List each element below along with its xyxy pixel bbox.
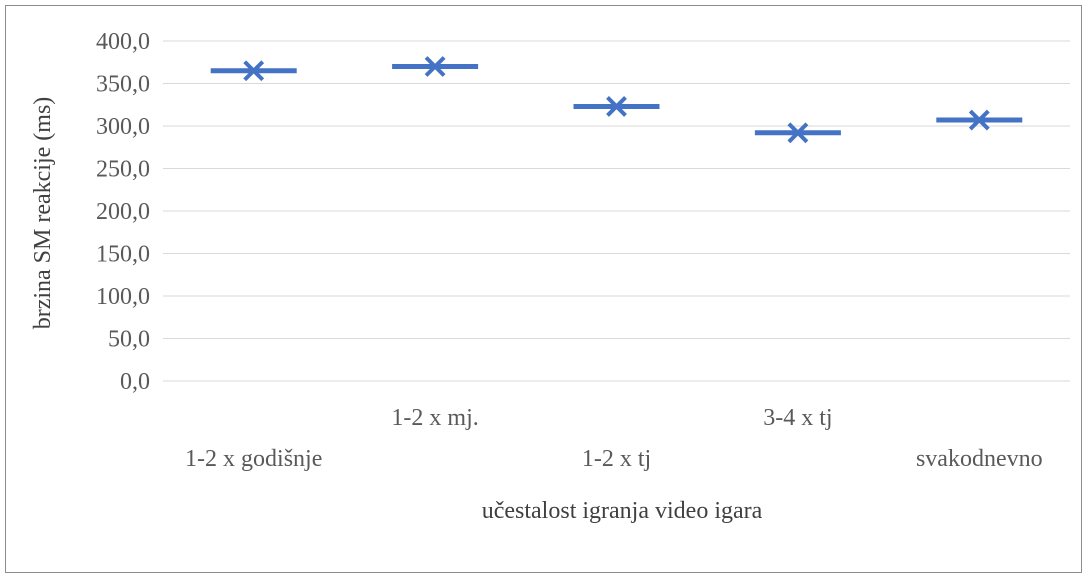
- point-marker: [606, 96, 627, 117]
- y-tick-labels: 0,0 50,0 100,0 150,0 200,0 250,0 300,0 350,0 400…: [96, 29, 150, 395]
- point-marker: [424, 56, 446, 77]
- x-tick-label: 1-2 x tj: [582, 446, 651, 472]
- x-tick-label: svakodnevno: [916, 446, 1043, 472]
- x-tick-labels: 1-2 x godišnje 1-2 x mj. 1-2 x tj 3-4 x tj s…: [185, 405, 1043, 472]
- x-tick-label: 1-2 x godišnje: [185, 446, 322, 472]
- gridlines: [163, 40, 1070, 382]
- data-point: [210, 60, 297, 82]
- y-tick-label: 0,0: [120, 369, 150, 395]
- y-axis-title: brzina SM reakcije (ms): [30, 97, 56, 330]
- y-tick-label: 50,0: [108, 327, 150, 353]
- y-tick-label: 100,0: [96, 284, 150, 310]
- y-tick-label: 250,0: [96, 157, 150, 183]
- y-tick-label: 150,0: [96, 242, 150, 268]
- y-tick-label: 200,0: [96, 199, 150, 225]
- y-tick-label: 300,0: [96, 114, 150, 140]
- point-marker: [787, 122, 809, 144]
- data-point: [936, 109, 1023, 131]
- chart-frame: [5, 5, 1082, 573]
- data-point: [754, 122, 841, 144]
- x-axis-title: učestalost igranja video igara: [482, 498, 763, 524]
- y-tick-label: 400,0: [96, 29, 150, 55]
- point-marker: [968, 109, 990, 131]
- point-marker: [243, 60, 265, 82]
- data-point: [573, 96, 660, 117]
- x-tick-label: 1-2 x mj.: [391, 405, 478, 431]
- y-tick-label: 350,0: [96, 72, 150, 98]
- data-point: [392, 56, 479, 77]
- x-tick-label: 3-4 x tj: [763, 405, 832, 431]
- data-marks: [210, 56, 1023, 144]
